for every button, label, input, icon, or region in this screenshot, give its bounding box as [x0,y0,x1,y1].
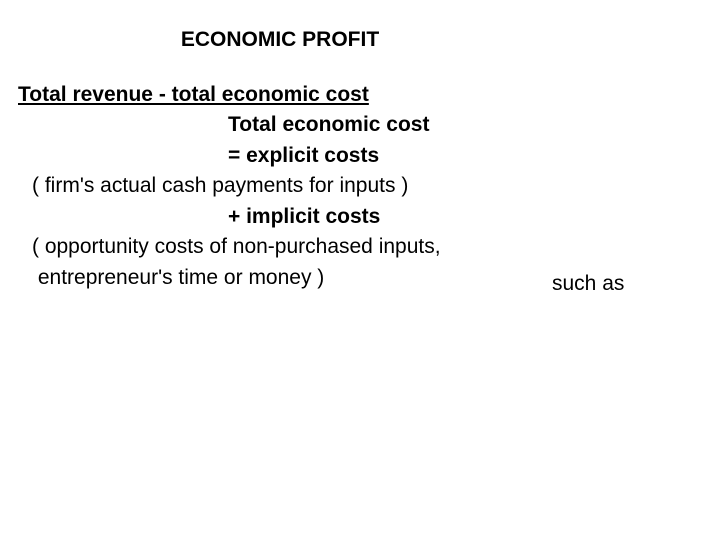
formula-line: Total revenue - total economic cost [18,80,720,110]
implicit-costs-line: + implicit costs [18,202,720,232]
implicit-explanation-line-1: ( opportunity costs of non-purchased inp… [18,232,720,262]
slide-content: Total revenue - total economic cost Tota… [0,80,720,293]
total-economic-cost-line: Total economic cost [18,110,720,140]
explicit-explanation-line: ( firm's actual cash payments for inputs… [18,171,720,201]
explicit-costs-line: = explicit costs [18,141,720,171]
slide-title: ECONOMIC PROFIT [0,0,560,80]
such-as-text: such as [552,272,624,296]
